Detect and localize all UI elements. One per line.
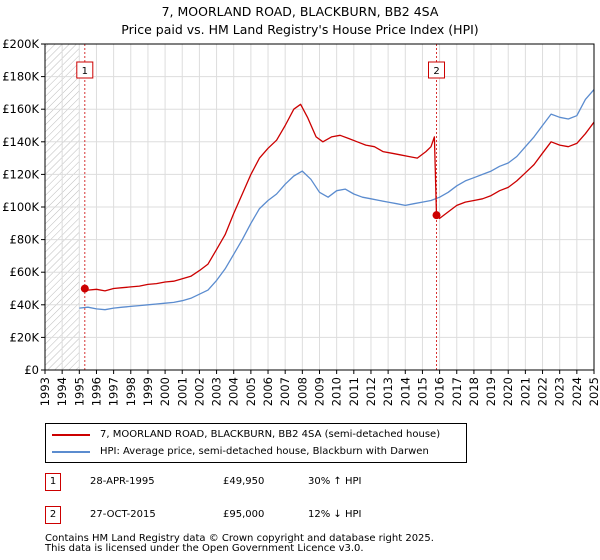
footer-licence: This data is licensed under the Open Gov…	[45, 543, 364, 554]
plot-frame	[44, 43, 595, 371]
legend-label-price-paid: 7, MOORLAND ROAD, BLACKBURN, BB2 4SA (se…	[100, 429, 441, 440]
sale-point	[80, 284, 89, 293]
x-tick-label: 1999	[141, 377, 155, 406]
x-tick-label: 2007	[278, 377, 292, 406]
transaction-badge: 1	[45, 473, 61, 491]
x-tick-label: 2017	[450, 377, 464, 406]
x-tick-label: 2002	[192, 377, 206, 406]
y-tick-label: £80K	[10, 233, 40, 247]
x-tick-label: 2004	[227, 377, 241, 406]
x-tick-label: 1993	[38, 377, 52, 406]
x-tick-label: 2013	[381, 377, 395, 406]
x-tick-label: 1996	[89, 377, 103, 406]
sale-marker-label: 1	[82, 66, 88, 77]
transaction-price: £49,950	[223, 476, 265, 487]
x-tick-label: 2015	[415, 377, 429, 406]
x-tick-label: 1997	[107, 377, 121, 406]
y-tick-label: £180K	[2, 70, 39, 84]
x-tick-label: 2025	[587, 377, 600, 406]
sale-marker-box	[76, 61, 94, 79]
x-tick-label: 2012	[364, 377, 378, 406]
y-tick-label: £40K	[10, 298, 40, 312]
legend-swatch-hpi	[52, 451, 90, 453]
x-tick-label: 2000	[158, 377, 172, 406]
legend-label-hpi: HPI: Average price, semi-detached house,…	[100, 446, 429, 457]
x-tick-label: 2010	[330, 377, 344, 406]
x-tick-label: 2018	[467, 377, 481, 406]
x-tick-label: 2014	[398, 377, 412, 406]
hpi-line	[79, 89, 595, 311]
y-tick-label: £20K	[10, 330, 40, 344]
chart-subtitle: Price paid vs. HM Land Registry's House …	[121, 22, 479, 37]
x-tick-label: 2022	[536, 377, 550, 406]
transaction-price: £95,000	[223, 509, 265, 520]
sale-marker-box	[428, 61, 446, 79]
transaction-date: 27-OCT-2015	[90, 509, 156, 520]
x-tick-label: 1998	[124, 377, 138, 406]
x-tick-label: 2016	[433, 377, 447, 406]
y-tick-label: £120K	[2, 167, 39, 181]
x-tick-label: 2019	[484, 377, 498, 406]
footer-copyright: Contains HM Land Registry data © Crown c…	[45, 533, 434, 544]
x-tick-label: 2021	[518, 377, 532, 406]
x-tick-label: 2024	[570, 377, 584, 406]
price-paid-line	[84, 103, 595, 292]
transaction-date: 28-APR-1995	[90, 476, 155, 487]
y-tick-label: £0	[24, 363, 39, 377]
y-tick-label: £200K	[2, 37, 39, 51]
price-chart: £0 £20K £40K £60K £80K £100K £120K £140K £160K £1…	[2, 37, 600, 406]
sale-marker-label: 2	[433, 66, 439, 77]
chart-title: 7, MOORLAND ROAD, BLACKBURN, BB2 4SA	[161, 4, 439, 19]
transaction-badge: 2	[45, 506, 61, 524]
x-tick-label: 2005	[244, 377, 258, 406]
x-tick-label: 2008	[295, 377, 309, 406]
chart-legend: 7, MOORLAND ROAD, BLACKBURN, BB2 4SA (se…	[45, 423, 467, 463]
y-tick-label: £60K	[10, 265, 40, 279]
sale-point	[432, 211, 441, 220]
x-tick-label: 2023	[553, 377, 567, 406]
x-tick-label: 2003	[210, 377, 224, 406]
x-tick-label: 2011	[347, 377, 361, 406]
y-tick-label: £100K	[2, 200, 39, 214]
x-tick-label: 2020	[501, 377, 515, 406]
x-tick-label: 1995	[72, 377, 86, 406]
x-tick-label: 2009	[313, 377, 327, 406]
x-tick-label: 1994	[55, 377, 69, 406]
y-tick-label: £140K	[2, 135, 39, 149]
y-tick-label: £160K	[2, 102, 39, 116]
x-tick-label: 2001	[175, 377, 189, 406]
legend-swatch-price-paid	[52, 434, 90, 436]
transaction-hpi: 30% ↑ HPI	[308, 476, 362, 487]
x-tick-label: 2006	[261, 377, 275, 406]
transaction-hpi: 12% ↓ HPI	[308, 509, 362, 520]
